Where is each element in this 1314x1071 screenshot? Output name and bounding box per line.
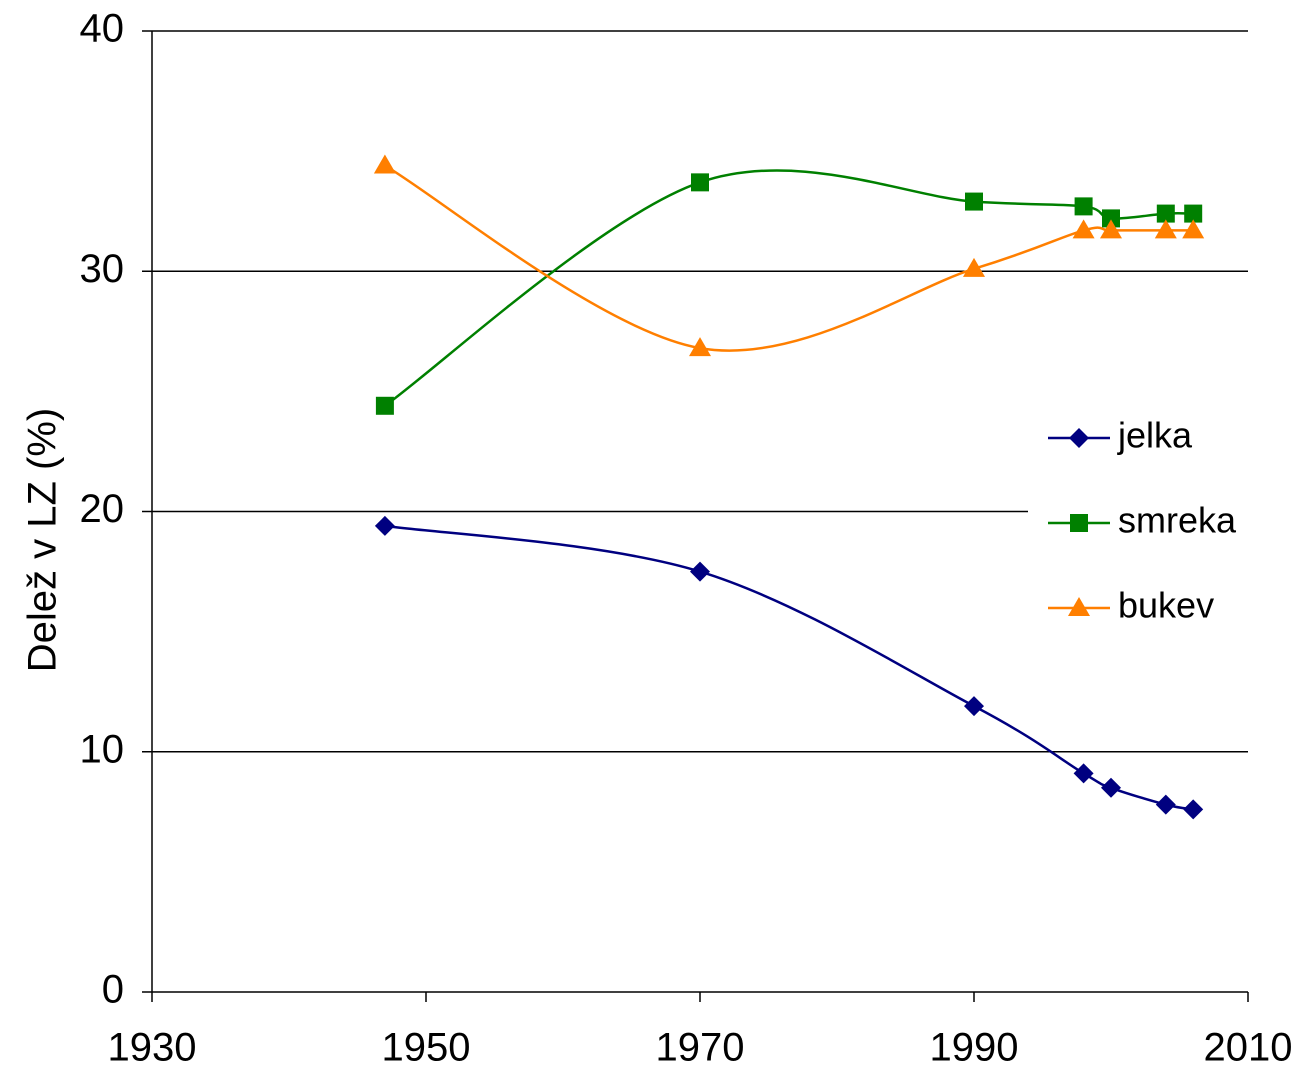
marker — [964, 696, 984, 717]
series-line — [384, 164, 1194, 352]
marker — [1072, 219, 1095, 239]
x-tick-label: 1950 — [382, 1026, 471, 1070]
marker — [1156, 204, 1175, 223]
x-tick-label: 1990 — [930, 1026, 1019, 1070]
legend-marker — [1068, 597, 1090, 616]
y-tick-label: 0 — [102, 968, 124, 1012]
marker — [1184, 204, 1203, 223]
marker — [965, 192, 983, 211]
series-line — [384, 169, 1194, 407]
marker — [963, 257, 985, 277]
x-tick-label: 1970 — [656, 1026, 745, 1070]
y-tick-label: 30 — [80, 247, 125, 291]
marker — [1073, 763, 1094, 784]
marker — [375, 396, 394, 415]
y-axis-label: Delež v LZ (%) — [21, 408, 65, 673]
marker — [1100, 219, 1122, 239]
legend-marker — [1069, 428, 1089, 448]
x-tick-label: 1930 — [108, 1026, 197, 1070]
legend-label: smreka — [1118, 500, 1237, 541]
marker — [373, 154, 396, 174]
marker — [690, 561, 710, 582]
marker — [1074, 197, 1093, 216]
legend-label: jelka — [1117, 415, 1193, 456]
marker — [1182, 219, 1205, 239]
marker — [1155, 794, 1176, 815]
series-line — [384, 524, 1194, 811]
y-tick-label: 10 — [80, 727, 125, 771]
marker — [691, 173, 709, 192]
marker — [374, 515, 395, 536]
legend-label: bukev — [1118, 585, 1214, 626]
legend-box — [1028, 395, 1248, 645]
x-tick-label: 2010 — [1204, 1026, 1293, 1070]
marker — [1154, 219, 1177, 239]
legend-marker — [1070, 514, 1088, 532]
marker — [689, 337, 711, 357]
y-tick-label: 20 — [80, 487, 125, 531]
marker — [1101, 777, 1121, 798]
y-tick-label: 40 — [80, 7, 125, 51]
marker — [1102, 209, 1120, 228]
marker — [1183, 799, 1204, 820]
